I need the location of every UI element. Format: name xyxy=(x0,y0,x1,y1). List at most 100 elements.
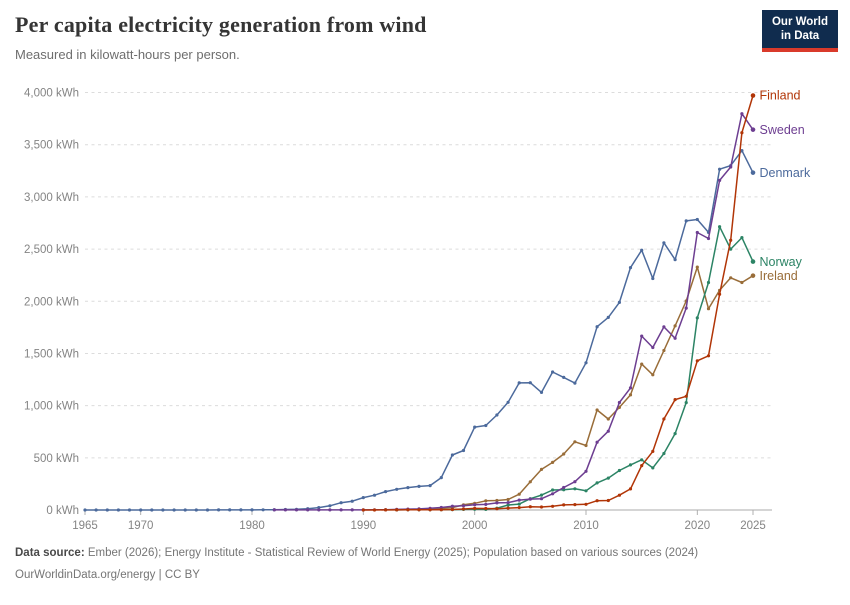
data-point[interactable] xyxy=(729,165,733,169)
data-point[interactable] xyxy=(695,316,699,320)
data-point[interactable] xyxy=(450,507,454,512)
series-label-finland[interactable]: Finland xyxy=(760,89,801,103)
data-point[interactable] xyxy=(517,502,521,506)
data-point[interactable] xyxy=(450,453,454,457)
data-point[interactable] xyxy=(239,508,243,512)
data-point[interactable] xyxy=(628,463,633,467)
data-point[interactable] xyxy=(439,508,443,512)
data-point[interactable] xyxy=(551,488,555,492)
data-point[interactable] xyxy=(628,487,633,491)
series-label-ireland[interactable]: Ireland xyxy=(760,269,798,283)
data-point[interactable] xyxy=(584,361,588,365)
data-point[interactable] xyxy=(595,499,599,503)
data-point[interactable] xyxy=(150,508,154,512)
data-point[interactable] xyxy=(517,492,521,496)
data-point[interactable] xyxy=(339,501,343,505)
data-point[interactable] xyxy=(139,508,143,512)
data-point[interactable] xyxy=(684,219,688,223)
data-point[interactable] xyxy=(551,504,555,508)
data-point[interactable] xyxy=(506,506,510,510)
data-point[interactable] xyxy=(506,400,510,404)
data-point[interactable] xyxy=(573,480,577,484)
data-point[interactable] xyxy=(684,401,688,405)
data-point[interactable] xyxy=(718,167,722,171)
data-point[interactable] xyxy=(606,315,610,319)
data-point[interactable] xyxy=(640,334,644,338)
data-point[interactable] xyxy=(450,504,454,508)
data-point[interactable] xyxy=(740,149,744,153)
data-point[interactable] xyxy=(306,508,310,512)
data-point[interactable] xyxy=(228,508,232,512)
owid-energy-link[interactable]: OurWorldinData.org/energy xyxy=(15,568,156,581)
data-point[interactable] xyxy=(328,504,332,508)
data-point[interactable] xyxy=(640,248,644,252)
data-point[interactable] xyxy=(584,443,588,448)
data-point[interactable] xyxy=(573,487,577,491)
data-point[interactable] xyxy=(395,508,399,512)
data-point[interactable] xyxy=(172,508,176,512)
data-point[interactable] xyxy=(662,451,666,456)
data-point[interactable] xyxy=(428,508,432,512)
data-point[interactable] xyxy=(740,131,744,135)
data-point[interactable] xyxy=(695,359,699,363)
data-point[interactable] xyxy=(506,501,510,505)
data-point[interactable] xyxy=(617,300,622,304)
data-point[interactable] xyxy=(617,468,622,473)
data-point[interactable] xyxy=(217,508,221,512)
series-endpoint-finland[interactable] xyxy=(750,93,756,98)
data-point[interactable] xyxy=(539,493,544,497)
data-point[interactable] xyxy=(484,502,488,506)
data-point[interactable] xyxy=(584,502,588,506)
series-endpoint-sweden[interactable] xyxy=(750,127,756,132)
data-point[interactable] xyxy=(673,432,677,436)
data-point[interactable] xyxy=(439,505,443,510)
data-point[interactable] xyxy=(573,381,577,385)
data-point[interactable] xyxy=(339,508,343,512)
data-point[interactable] xyxy=(539,505,544,509)
data-point[interactable] xyxy=(194,508,198,512)
data-point[interactable] xyxy=(495,507,499,511)
data-point[interactable] xyxy=(461,507,466,511)
data-point[interactable] xyxy=(662,241,666,245)
data-point[interactable] xyxy=(372,493,377,497)
data-point[interactable] xyxy=(718,178,722,182)
data-point[interactable] xyxy=(673,258,677,262)
data-point[interactable] xyxy=(640,362,644,366)
data-point[interactable] xyxy=(595,440,599,444)
data-point[interactable] xyxy=(372,508,377,512)
data-point[interactable] xyxy=(595,408,599,412)
data-point[interactable] xyxy=(439,476,443,480)
data-point[interactable] xyxy=(651,345,655,350)
data-point[interactable] xyxy=(539,390,544,394)
series-label-denmark[interactable]: Denmark xyxy=(760,166,811,180)
data-point[interactable] xyxy=(473,506,477,510)
data-point[interactable] xyxy=(528,480,532,484)
data-point[interactable] xyxy=(473,425,477,429)
data-point[interactable] xyxy=(484,499,488,503)
data-point[interactable] xyxy=(617,400,622,405)
data-point[interactable] xyxy=(651,449,655,453)
data-point[interactable] xyxy=(684,394,688,398)
data-point[interactable] xyxy=(706,354,711,358)
data-point[interactable] xyxy=(328,508,332,512)
data-point[interactable] xyxy=(528,381,532,385)
data-point[interactable] xyxy=(127,508,132,512)
series-line-sweden[interactable] xyxy=(273,112,754,511)
data-point[interactable] xyxy=(417,508,421,512)
series-line-ireland[interactable] xyxy=(384,266,754,511)
series-label-sweden[interactable]: Sweden xyxy=(760,123,805,137)
data-point[interactable] xyxy=(484,423,488,428)
data-point[interactable] xyxy=(662,325,666,329)
data-point[interactable] xyxy=(406,486,410,490)
data-point[interactable] xyxy=(718,292,722,296)
data-point[interactable] xyxy=(428,484,432,488)
data-point[interactable] xyxy=(272,508,276,512)
data-point[interactable] xyxy=(250,508,254,512)
data-point[interactable] xyxy=(651,276,655,281)
data-point[interactable] xyxy=(562,488,566,492)
data-point[interactable] xyxy=(317,508,321,512)
data-point[interactable] xyxy=(595,325,599,329)
data-point[interactable] xyxy=(740,280,744,285)
data-point[interactable] xyxy=(606,417,610,421)
